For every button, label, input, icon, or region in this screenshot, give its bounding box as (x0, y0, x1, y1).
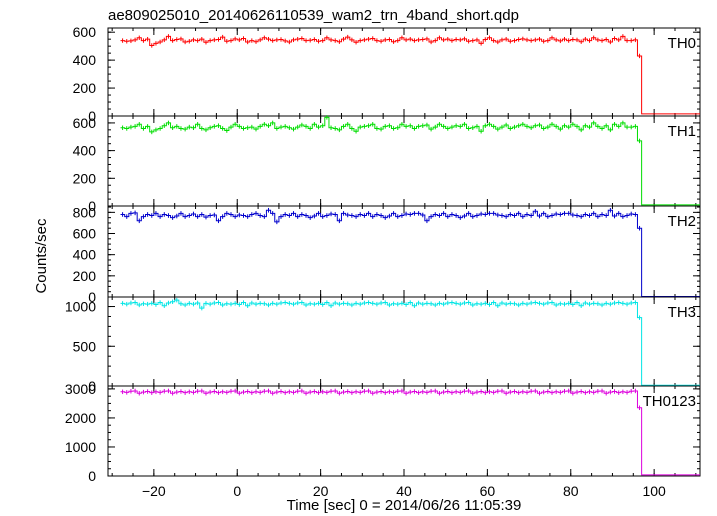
panel-label: TH1 (668, 123, 696, 140)
y-tick-label: 400 (73, 143, 97, 159)
series-line-th3 (120, 299, 700, 386)
y-tick-label: 800 (73, 204, 97, 220)
y-tick-label: 600 (73, 115, 97, 131)
x-tick-label: 20 (313, 483, 329, 499)
y-tick-label: 0 (88, 108, 96, 124)
error-bars-th2 (122, 207, 641, 231)
x-tick-label: 60 (480, 483, 496, 499)
y-tick-label: 0 (88, 468, 96, 484)
panel-th1: 0 200 400 600 TH1 (73, 115, 701, 214)
x-tick-label: 0 (233, 483, 241, 499)
series-line-th0 (120, 35, 700, 115)
y-tick-label: 400 (73, 247, 97, 263)
panel-label: TH0 (668, 35, 696, 52)
error-bars-th3 (122, 297, 641, 320)
y-tick-label: 1000 (65, 299, 96, 315)
x-tick-label: −20 (142, 483, 166, 499)
y-tick-label: 200 (73, 268, 97, 284)
panels-group: 0200400600TH00200400600TH10200400600800T… (65, 24, 701, 499)
y-tick-label: 0 (88, 378, 96, 394)
panel-frame (107, 27, 701, 117)
error-bars-th0123 (122, 388, 641, 411)
series-line-th0123 (120, 390, 700, 476)
y-tick-label: 400 (73, 52, 97, 68)
y-tick-label: 600 (73, 24, 97, 40)
panel-frame (107, 205, 701, 298)
panel-frame (107, 385, 701, 477)
panel-label: TH0123 (643, 393, 696, 410)
panel-th2: 0 200 400 600 800 TH2 (73, 204, 701, 305)
y-tick-label: 200 (73, 80, 97, 96)
panel-th0: 0 200 400 600 TH0 (73, 24, 701, 124)
y-axis-title: Counts/sec (33, 218, 50, 294)
x-tick-label: 100 (642, 483, 666, 499)
y-tick-label: 1000 (65, 439, 96, 455)
error-bars-th1 (122, 115, 641, 144)
y-tick-label: 500 (73, 338, 97, 354)
series-line-th2 (120, 209, 700, 297)
y-tick-label: 0 (88, 289, 96, 305)
panel-label: TH3 (668, 304, 696, 321)
panel-label: TH2 (668, 213, 696, 230)
panel-th3: 0 500 1000 TH3 (65, 296, 701, 394)
y-tick-label: 2000 (65, 410, 96, 426)
panel-frame (107, 296, 701, 387)
x-axis-title: Time [sec] 0 = 2014/06/26 11:05:39 (287, 497, 522, 514)
y-tick-label: 3000 (65, 381, 96, 397)
y-tick-label: 200 (73, 170, 97, 186)
y-tick-label: 600 (73, 226, 97, 242)
error-bars-th0 (122, 34, 641, 59)
panel-th0123: 0 1000 2000 3000 TH0123 −20 0 20 40 60 80 100 (65, 381, 701, 499)
x-tick-label: 40 (396, 483, 412, 499)
series-line-th1 (120, 116, 700, 206)
y-tick-label: 0 (88, 198, 96, 214)
x-tick-label: 80 (563, 483, 579, 499)
chart-title: ae809025010_20140626110539_wam2_trn_4ban… (108, 7, 519, 24)
